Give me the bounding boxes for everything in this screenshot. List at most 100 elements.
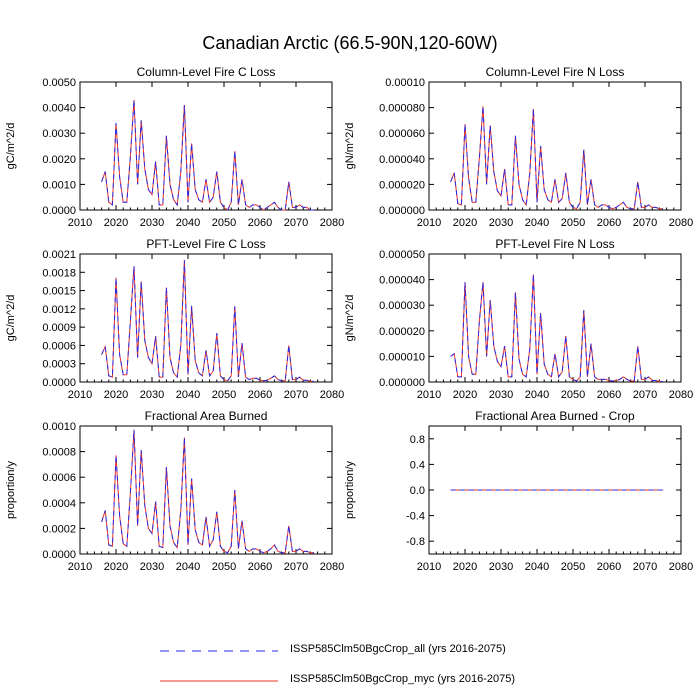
y-tick-label: 0.0002 xyxy=(42,523,76,535)
chart-panel-2: Column-Level Fire N Loss 2010 2020 2030 2040… xyxy=(344,65,693,229)
panel-title: Column-Level Fire C Loss xyxy=(137,65,276,79)
y-tick-label: 0.000010 xyxy=(379,351,425,363)
chart-panel-1: Column-Level Fire C Loss 2010 2020 2030 2040… xyxy=(5,65,344,229)
x-tick-label: 2050 xyxy=(212,389,236,401)
x-tick-label: 2020 xyxy=(104,217,128,229)
y-tick-label: 0.0010 xyxy=(42,421,76,433)
legend-swatch-all xyxy=(160,650,278,652)
x-tick-label: 2010 xyxy=(68,389,92,401)
panel-title: Fractional Area Burned - Crop xyxy=(475,409,635,423)
y-tick-label: 0.0004 xyxy=(42,498,76,510)
y-tick-label: 0.000020 xyxy=(379,326,425,338)
y-tick-label: 0.0020 xyxy=(42,154,76,166)
y-tick-label: 0.0050 xyxy=(42,77,76,89)
x-tick-label: 2080 xyxy=(320,389,344,401)
x-tick-label: 2070 xyxy=(284,389,308,401)
x-tick-label: 2010 xyxy=(417,217,441,229)
x-tick-label: 2030 xyxy=(140,217,164,229)
y-tick-label: 0.000080 xyxy=(379,103,425,115)
plot-frame xyxy=(428,253,682,383)
plot-frame xyxy=(79,81,333,211)
y-tick-label: 0.0006 xyxy=(42,340,76,352)
y-tick-label: 0.0000 xyxy=(42,377,76,389)
chart-panel-3: PFT-Level Fire C Loss 2010 2020 2030 2040 205… xyxy=(5,237,344,401)
y-tick-label: 0.0030 xyxy=(42,128,76,140)
x-tick-label: 2060 xyxy=(248,217,272,229)
panel-title: PFT-Level Fire C Loss xyxy=(146,237,265,251)
x-tick-label: 2040 xyxy=(176,561,200,573)
y-tick-label: 0.0009 xyxy=(42,322,76,334)
x-tick-label: 2050 xyxy=(212,561,236,573)
y-tick-label: 0.000000 xyxy=(379,205,425,217)
y-tick-label: -0.8 xyxy=(406,536,425,548)
plot-frame xyxy=(79,253,333,383)
y-tick-label: 0.000030 xyxy=(379,300,425,312)
plot-frame xyxy=(79,425,333,555)
x-tick-label: 2060 xyxy=(597,561,621,573)
x-tick-label: 2030 xyxy=(140,561,164,573)
x-tick-label: 2010 xyxy=(68,217,92,229)
x-tick-label: 2060 xyxy=(597,389,621,401)
x-tick-label: 2020 xyxy=(104,389,128,401)
panel-title: Fractional Area Burned xyxy=(145,409,268,423)
x-tick-label: 2030 xyxy=(489,561,513,573)
y-tick-label: 0.0000 xyxy=(42,205,76,217)
y-tick-label: 0.8 xyxy=(410,434,425,446)
x-tick-label: 2070 xyxy=(633,561,657,573)
x-tick-label: 2040 xyxy=(525,217,549,229)
x-tick-label: 2030 xyxy=(140,389,164,401)
y-tick-label: 0.0008 xyxy=(42,447,76,459)
x-tick-label: 2070 xyxy=(633,389,657,401)
y-tick-label: 0.000000 xyxy=(379,377,425,389)
x-tick-label: 2040 xyxy=(176,389,200,401)
panel-title: PFT-Level Fire N Loss xyxy=(495,237,614,251)
y-tick-label: 0.0010 xyxy=(42,179,76,191)
series-line-myc xyxy=(450,106,663,210)
y-axis-label: gN/m^2/d xyxy=(344,295,356,342)
x-tick-label: 2040 xyxy=(525,389,549,401)
panel-title: Column-Level Fire N Loss xyxy=(486,65,625,79)
x-tick-label: 2060 xyxy=(597,217,621,229)
x-tick-label: 2020 xyxy=(453,389,477,401)
series-line-all xyxy=(101,99,314,211)
legend-label-myc: ISSP585Clm50BgcCrop_myc (yrs 2016-2075) xyxy=(290,673,515,685)
y-axis-label: gC/m^2/d xyxy=(5,123,17,170)
y-tick-label: 0.0000 xyxy=(42,549,76,561)
y-tick-label: 0.4 xyxy=(410,459,425,471)
x-tick-label: 2070 xyxy=(284,217,308,229)
y-tick-label: 0.0015 xyxy=(42,286,76,298)
y-tick-label: 0.0018 xyxy=(42,267,76,279)
y-tick-label: 0.0021 xyxy=(42,249,76,261)
x-tick-label: 2020 xyxy=(104,561,128,573)
series-line-myc xyxy=(101,260,314,382)
x-tick-label: 2020 xyxy=(453,217,477,229)
x-tick-label: 2060 xyxy=(248,389,272,401)
x-tick-label: 2030 xyxy=(489,389,513,401)
chart-panel-4: PFT-Level Fire N Loss 2010 2020 2030 2040 205… xyxy=(344,237,693,401)
series-line-all xyxy=(450,274,663,382)
chart-panel-5: Fractional Area Burned 2010 2020 2030 2040 20… xyxy=(5,409,344,573)
legend-label-all: ISSP585Clm50BgcCrop_all (yrs 2016-2075) xyxy=(290,643,506,655)
chart-panel-6: Fractional Area Burned - Crop 2010 2020 203… xyxy=(344,409,693,573)
y-axis-label: gN/m^2/d xyxy=(344,123,356,170)
y-axis-label: proportion/y xyxy=(344,460,356,519)
legend-swatch-myc xyxy=(160,680,278,682)
x-tick-label: 2080 xyxy=(669,389,693,401)
x-tick-label: 2080 xyxy=(669,561,693,573)
y-tick-label: 0.00010 xyxy=(385,77,425,89)
x-tick-label: 2010 xyxy=(68,561,92,573)
series-line-all xyxy=(101,260,314,382)
x-tick-label: 2040 xyxy=(176,217,200,229)
x-tick-label: 2050 xyxy=(561,217,585,229)
plots-canvas: Column-Level Fire C Loss 2010 2020 2030 2040… xyxy=(5,65,693,573)
y-tick-label: 0.0003 xyxy=(42,359,76,371)
series-line-all xyxy=(450,106,663,210)
y-tick-label: 0.000050 xyxy=(379,249,425,261)
x-tick-label: 2050 xyxy=(561,389,585,401)
y-tick-label: 0.000020 xyxy=(379,179,425,191)
x-tick-label: 2070 xyxy=(633,217,657,229)
x-tick-label: 2010 xyxy=(417,389,441,401)
y-axis-label: gC/m^2/d xyxy=(5,295,17,342)
series-line-myc xyxy=(101,99,314,211)
